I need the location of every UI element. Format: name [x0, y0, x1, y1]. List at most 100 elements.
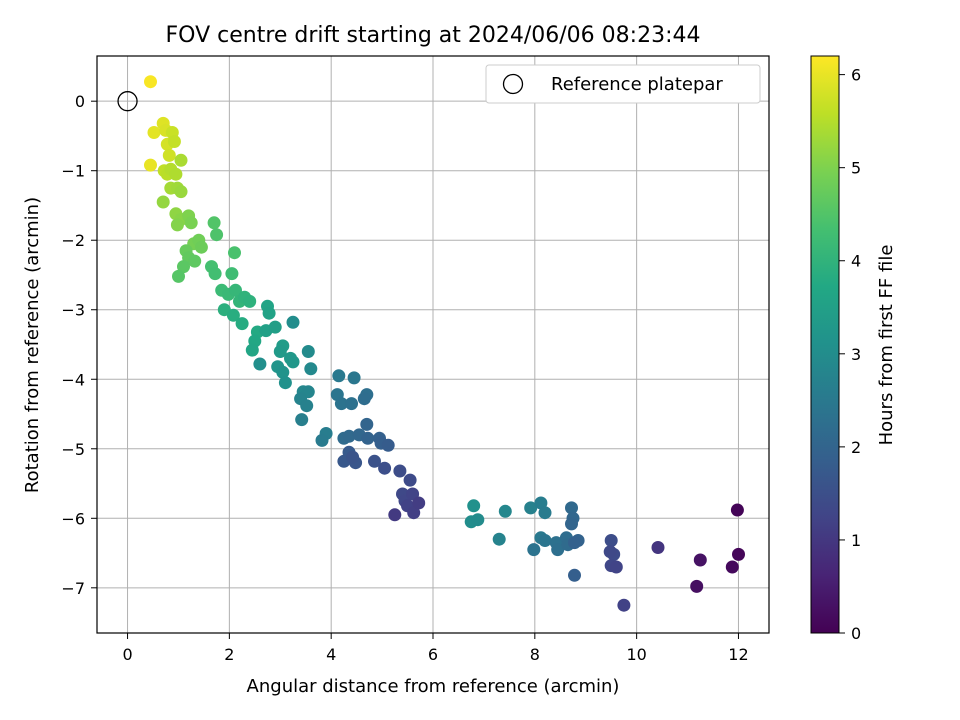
data-point	[407, 506, 421, 520]
data-point	[565, 517, 578, 531]
reference-marker	[117, 91, 138, 112]
data-point	[651, 541, 665, 554]
data-point	[184, 216, 198, 230]
data-point	[253, 357, 267, 371]
data-point	[194, 240, 208, 254]
data-point	[534, 496, 548, 510]
data-point	[361, 431, 375, 445]
data-point	[286, 315, 300, 329]
y-axis-ticks: 0 −1 −2 −3 −4 −5 −6 −7	[61, 92, 97, 598]
data-point	[388, 508, 402, 522]
data-point	[170, 218, 184, 232]
data-point	[144, 158, 157, 172]
data-point	[169, 167, 183, 181]
data-point	[568, 568, 581, 582]
y-tick-label: 0	[75, 92, 85, 111]
data-point	[471, 513, 485, 527]
chart-title: FOV centre drift starting at 2024/06/06 …	[166, 23, 701, 48]
y-tick-label: −3	[61, 301, 85, 320]
data-point	[332, 369, 346, 383]
colorbar-tick-label: 3	[851, 345, 861, 364]
data-point	[498, 504, 512, 518]
data-point	[603, 545, 617, 559]
colorbar-ticks: 0 1 2 3 4 5 6	[839, 66, 861, 643]
data-point	[346, 450, 360, 464]
data-point	[243, 294, 257, 308]
data-point	[229, 283, 242, 297]
data-point	[725, 560, 739, 574]
colorbar-tick-label: 1	[851, 531, 861, 550]
data-point	[467, 499, 481, 513]
y-tick-label: −4	[61, 370, 85, 389]
colorbar-label: Hours from first FF file	[876, 245, 897, 446]
data-point	[524, 501, 538, 515]
data-point	[174, 153, 188, 167]
data-point	[693, 553, 707, 567]
data-point	[156, 195, 170, 209]
legend: Reference platepar	[485, 64, 761, 104]
data-point	[300, 399, 314, 413]
data-point	[732, 547, 745, 561]
x-tick-label: 4	[326, 645, 336, 664]
data-point	[315, 433, 329, 447]
data-point	[617, 598, 631, 612]
data-point	[225, 267, 239, 281]
x-axis-label: Angular distance from reference (arcmin)	[247, 676, 620, 697]
data-point	[609, 560, 623, 574]
y-tick-label: −2	[61, 231, 85, 250]
data-point	[368, 454, 381, 468]
x-tick-label: 6	[428, 645, 438, 664]
reference-platepar-point	[117, 91, 138, 112]
x-axis-ticks: 0 2 4 6 8 10 12	[122, 633, 749, 664]
data-point	[604, 534, 618, 547]
data-point	[167, 135, 181, 148]
data-point	[172, 269, 185, 283]
data-point	[286, 355, 300, 369]
data-point	[412, 496, 426, 510]
data-point	[147, 126, 161, 139]
grid-lines	[97, 56, 769, 633]
x-tick-label: 10	[626, 645, 646, 664]
data-point	[268, 320, 282, 334]
data-points	[144, 75, 745, 612]
data-point	[174, 185, 188, 199]
data-point	[304, 362, 318, 376]
data-point	[245, 343, 259, 357]
data-point	[334, 397, 348, 411]
data-point	[273, 345, 287, 358]
data-point	[730, 503, 744, 517]
data-point	[301, 345, 315, 358]
data-point	[188, 254, 202, 268]
colorbar-gradient	[810, 55, 840, 634]
data-point	[538, 534, 552, 547]
data-point	[378, 461, 392, 475]
y-axis-label: Rotation from reference (arcmin)	[22, 197, 43, 493]
data-point	[262, 306, 276, 320]
data-point	[492, 532, 506, 546]
data-point	[403, 473, 417, 487]
legend-marker-icon	[502, 73, 524, 95]
colorbar-tick-label: 2	[851, 438, 861, 457]
colorbar-tick-label: 4	[851, 252, 861, 271]
data-point	[295, 413, 309, 427]
colorbar-tick-label: 6	[851, 66, 861, 85]
data-point	[527, 543, 541, 557]
data-point	[345, 397, 358, 411]
x-tick-label: 8	[530, 645, 540, 664]
data-point	[342, 429, 356, 443]
x-tick-label: 0	[122, 645, 132, 664]
data-point	[360, 417, 374, 431]
data-point	[177, 260, 190, 274]
colorbar-tick-label: 5	[851, 159, 861, 178]
x-tick-label: 2	[224, 645, 234, 664]
data-point	[228, 246, 241, 260]
y-tick-label: −1	[61, 162, 85, 181]
y-tick-label: −7	[61, 579, 85, 598]
data-point	[357, 392, 371, 406]
data-point	[235, 317, 249, 331]
y-tick-label: −5	[61, 440, 85, 459]
data-point	[144, 75, 157, 89]
data-point	[276, 365, 290, 379]
colorbar: 0 1 2 3 4 5 6 Hours from first FF file	[810, 55, 897, 643]
colorbar-tick-label: 0	[851, 624, 861, 643]
